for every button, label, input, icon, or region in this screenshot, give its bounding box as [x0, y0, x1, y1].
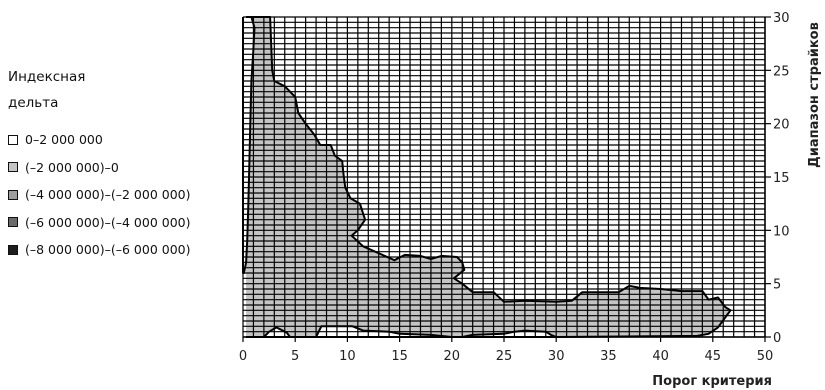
grid-lines — [242, 16, 766, 338]
x-tick-label: 40 — [652, 349, 669, 364]
y-tick-label: 10 — [773, 224, 790, 239]
x-axis-ticks: 0 5 10 15 20 25 30 35 40 45 50 — [239, 337, 773, 364]
legend-label: (–4 000 000)–(–2 000 000) — [25, 187, 191, 203]
y-tick-label: 5 — [773, 278, 781, 293]
legend-label: (–8 000 000)–(–6 000 000) — [25, 242, 191, 258]
legend: Индексная дельта 0–2 000 000 (–2 000 000… — [8, 64, 238, 264]
legend-swatch — [8, 189, 18, 200]
region-outline — [242, 16, 256, 274]
x-tick-label: 35 — [600, 349, 617, 364]
x-tick-label: 15 — [391, 349, 408, 364]
x-axis-title: Порог критерия — [652, 374, 772, 389]
y-tick-label: 30 — [773, 11, 790, 26]
region-outline — [462, 329, 557, 338]
y-tick-label: 15 — [773, 171, 790, 186]
x-tick-label: 5 — [291, 349, 299, 364]
y-tick-label: 20 — [773, 118, 790, 133]
legend-swatch — [8, 217, 18, 228]
region-outlines — [242, 16, 732, 338]
legend-item: (–4 000 000)–(–2 000 000) — [8, 181, 238, 209]
legend-swatch — [8, 134, 18, 145]
legend-label: (–6 000 000)–(–4 000 000) — [25, 214, 191, 230]
x-tick-label: 0 — [239, 349, 247, 364]
legend-item: (–8 000 000)–(–6 000 000) — [8, 236, 238, 264]
y-axis-title: Диапазон страйков — [807, 22, 822, 168]
x-tick-label: 45 — [705, 349, 722, 364]
legend-title-line-1: Индексная — [8, 69, 86, 85]
region-outline — [263, 326, 291, 338]
y-tick-label: 0 — [773, 331, 781, 346]
legend-item: (–2 000 000)–0 — [8, 154, 238, 182]
x-tick-label: 20 — [444, 349, 461, 364]
legend-title-line-2: дельта — [8, 95, 59, 111]
region-outline — [315, 325, 452, 338]
y-axis-ticks: 0 5 10 15 20 25 30 — [765, 11, 790, 346]
legend-swatch — [8, 162, 18, 173]
legend-swatch — [8, 244, 18, 255]
region-outline — [246, 16, 732, 338]
x-tick-label: 50 — [757, 349, 774, 364]
legend-item: 0–2 000 000 — [8, 126, 238, 154]
x-tick-label: 10 — [339, 349, 356, 364]
legend-item: (–6 000 000)–(–4 000 000) — [8, 209, 238, 237]
legend-label: 0–2 000 000 — [25, 132, 103, 148]
legend-title: Индексная дельта — [8, 64, 238, 116]
legend-label: (–2 000 000)–0 — [25, 159, 119, 175]
y-tick-label: 25 — [773, 64, 790, 79]
x-tick-label: 30 — [548, 349, 565, 364]
x-tick-label: 25 — [496, 349, 513, 364]
